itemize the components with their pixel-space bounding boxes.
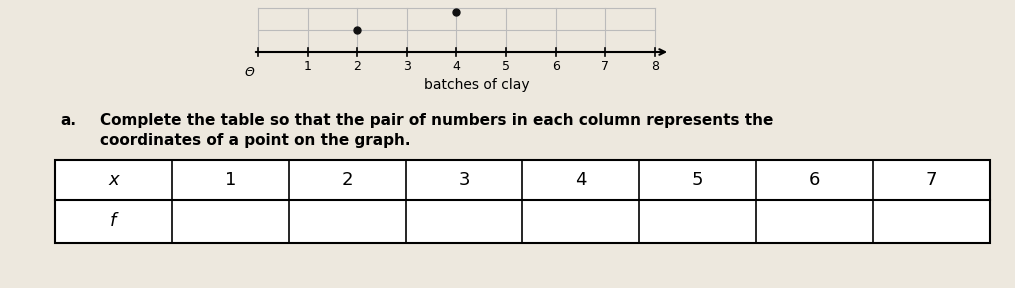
Text: x: x	[109, 171, 119, 189]
Text: coordinates of a point on the graph.: coordinates of a point on the graph.	[100, 133, 410, 148]
Text: 1: 1	[303, 60, 312, 73]
Text: Θ: Θ	[245, 66, 255, 79]
Text: 3: 3	[403, 60, 411, 73]
Text: Complete the table so that the pair of numbers in each column represents the: Complete the table so that the pair of n…	[100, 113, 773, 128]
Text: 8: 8	[651, 60, 659, 73]
Text: 4: 4	[453, 60, 461, 73]
Text: 6: 6	[552, 60, 559, 73]
Text: 1: 1	[224, 171, 236, 189]
Text: 6: 6	[809, 171, 820, 189]
Text: 3: 3	[459, 171, 470, 189]
Text: 5: 5	[502, 60, 511, 73]
Text: batches of clay: batches of clay	[423, 78, 529, 92]
Text: 5: 5	[692, 171, 703, 189]
Text: 7: 7	[601, 60, 609, 73]
Text: 7: 7	[926, 171, 937, 189]
Text: f: f	[111, 213, 117, 230]
Bar	[55, 160, 990, 243]
Text: 2: 2	[341, 171, 353, 189]
Text: 2: 2	[353, 60, 361, 73]
Text: 4: 4	[576, 171, 587, 189]
Text: a.: a.	[60, 113, 76, 128]
